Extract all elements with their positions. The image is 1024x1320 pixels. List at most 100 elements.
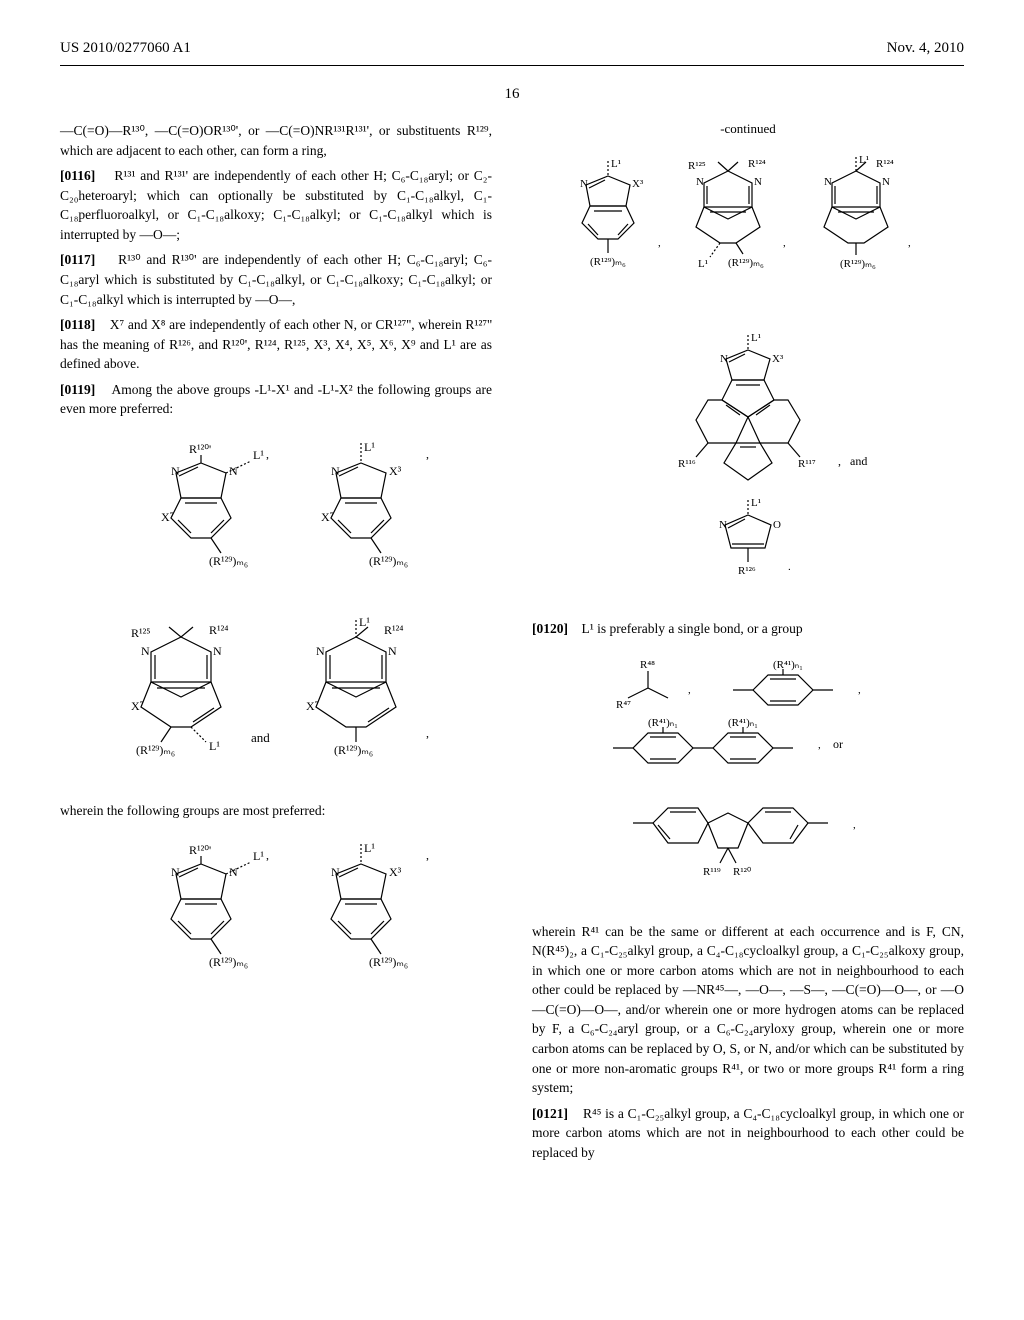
text-r41: wherein R⁴¹ can be the same or different… xyxy=(532,922,964,1098)
text-0117: R¹³⁰ and R¹³⁰' are independently of each… xyxy=(60,252,492,306)
svg-text:L¹: L¹ xyxy=(253,849,264,863)
svg-text:(R⁴¹)ₙ₁: (R⁴¹)ₙ₁ xyxy=(773,659,803,671)
svg-text:,: , xyxy=(426,447,429,461)
svg-text:,: , xyxy=(426,848,429,862)
svg-text:and: and xyxy=(850,454,867,468)
svg-text:,: , xyxy=(658,237,661,249)
svg-text:R¹²⁴: R¹²⁴ xyxy=(748,158,766,170)
svg-text:L¹: L¹ xyxy=(364,841,375,855)
svg-text:N: N xyxy=(696,176,704,188)
svg-text:X⁷: X⁷ xyxy=(131,699,144,713)
svg-text:N: N xyxy=(720,353,728,365)
svg-text:(R¹²⁹)ₘ₆: (R¹²⁹)ₘ₆ xyxy=(590,256,626,268)
text-0116: R¹³¹ and R¹³¹' are independently of each… xyxy=(60,168,492,242)
chem-structure-icon: N N R¹²⁵ R¹²⁴ X⁷ (R¹²⁹)ₘ₆ xyxy=(106,612,446,782)
header-divider xyxy=(60,65,964,66)
svg-text:,: , xyxy=(426,726,429,740)
svg-text:X⁷: X⁷ xyxy=(306,699,319,713)
svg-text:R⁴⁸: R⁴⁸ xyxy=(640,659,655,671)
svg-text:N: N xyxy=(754,176,762,188)
svg-text:N: N xyxy=(213,644,222,658)
text-0119: Among the above groups -L¹-X¹ and -L¹-X²… xyxy=(60,382,492,417)
svg-text:N: N xyxy=(882,176,890,188)
svg-text:N: N xyxy=(171,865,180,879)
svg-text:R¹²⁵: R¹²⁵ xyxy=(131,626,150,640)
svg-text:R¹¹⁶: R¹¹⁶ xyxy=(678,458,696,470)
svg-text:R¹²⁴: R¹²⁴ xyxy=(209,623,228,637)
svg-text:(R¹²⁹)ₘ₆: (R¹²⁹)ₘ₆ xyxy=(334,743,373,757)
svg-text:R¹²⁰': R¹²⁰' xyxy=(189,442,211,456)
svg-text:L¹: L¹ xyxy=(698,258,708,270)
para-0121: [0121] R⁴⁵ is a C₁-C₂₅alkyl group, a C₄-… xyxy=(532,1104,964,1163)
svg-text:N: N xyxy=(331,865,340,879)
svg-text:N: N xyxy=(171,464,180,478)
svg-text:(R¹²⁹)ₘ₆: (R¹²⁹)ₘ₆ xyxy=(840,258,876,270)
ref-0118: [0118] xyxy=(60,317,95,332)
svg-text:L¹: L¹ xyxy=(611,158,621,170)
svg-text:and: and xyxy=(251,730,270,745)
svg-text:R¹²⁴: R¹²⁴ xyxy=(384,623,403,637)
para-0119: [0119] Among the above groups -L¹-X¹ and… xyxy=(60,380,492,419)
continued-label: -continued xyxy=(532,121,964,137)
svg-text:R¹²⁰': R¹²⁰' xyxy=(189,843,211,857)
svg-text:L¹: L¹ xyxy=(209,739,220,753)
svg-text:X³: X³ xyxy=(772,353,784,365)
ref-0117: [0117] xyxy=(60,252,95,267)
chem-figure-6: R⁴⁸ R⁴⁷ , (R⁴¹)ₙ₁ , xyxy=(532,653,964,908)
page-number: 16 xyxy=(60,86,964,103)
svg-text:X⁷: X⁷ xyxy=(161,510,174,524)
left-column: —C(=O)—R¹³⁰, —C(=O)OR¹³⁰', or —C(=O)NR¹³… xyxy=(60,121,492,1168)
svg-text:(R¹²⁹)ₘ₆: (R¹²⁹)ₘ₆ xyxy=(728,257,764,269)
page-header: US 2010/0277060 A1 Nov. 4, 2010 xyxy=(60,40,964,57)
svg-text:,: , xyxy=(858,684,861,696)
svg-text:(R¹²⁹)ₘ₆: (R¹²⁹)ₘ₆ xyxy=(136,743,175,757)
svg-text:R⁴⁷: R⁴⁷ xyxy=(616,699,631,711)
svg-text:(R¹²⁹)ₘ₆: (R¹²⁹)ₘ₆ xyxy=(209,955,248,969)
svg-text:,: , xyxy=(266,848,269,862)
text-0120: L¹ is preferably a single bond, or a gro… xyxy=(582,621,803,636)
ref-0121: [0121] xyxy=(532,1106,568,1121)
svg-text:(R¹²⁹)ₘ₆: (R¹²⁹)ₘ₆ xyxy=(209,554,248,568)
svg-text:N: N xyxy=(141,644,150,658)
text-0118: X⁷ and X⁸ are independently of each othe… xyxy=(60,317,492,371)
chem-figure-3: N N L¹ R¹²⁰' (R¹²⁹)ₘ₆ xyxy=(60,834,492,989)
chem-figure-2: N N R¹²⁵ R¹²⁴ X⁷ (R¹²⁹)ₘ₆ xyxy=(60,612,492,787)
para-0117: [0117] R¹³⁰ and R¹³⁰' are independently … xyxy=(60,250,492,309)
svg-text:N: N xyxy=(388,644,397,658)
two-column-layout: —C(=O)—R¹³⁰, —C(=O)OR¹³⁰', or —C(=O)NR¹³… xyxy=(60,121,964,1168)
svg-text:L¹: L¹ xyxy=(359,615,370,629)
svg-text:O: O xyxy=(773,519,781,531)
svg-text:or: or xyxy=(833,737,843,751)
svg-text:N: N xyxy=(331,464,340,478)
svg-text:R¹²⁶: R¹²⁶ xyxy=(738,565,756,577)
para-intro: —C(=O)—R¹³⁰, —C(=O)OR¹³⁰', or —C(=O)NR¹³… xyxy=(60,121,492,160)
chem-structure-icon: L¹ N X³ xyxy=(598,330,898,600)
svg-text:X³: X³ xyxy=(389,865,402,879)
svg-text:L¹: L¹ xyxy=(253,448,264,462)
svg-text:L¹: L¹ xyxy=(364,440,375,454)
svg-text:X³: X³ xyxy=(632,178,644,190)
chem-figure-4: L¹ N X³ (R¹²⁹)ₘ₆ , xyxy=(532,151,964,316)
ref-0116: [0116] xyxy=(60,168,95,183)
chem-figure-1: N N L¹ R¹²⁰' xyxy=(60,433,492,598)
publication-number: US 2010/0277060 A1 xyxy=(60,40,191,57)
para-0118: [0118] X⁷ and X⁸ are independently of ea… xyxy=(60,315,492,374)
text-0121: R⁴⁵ is a C₁-C₂₅alkyl group, a C₄-C₁₈cycl… xyxy=(532,1106,964,1160)
ref-0119: [0119] xyxy=(60,382,95,397)
chem-structure-icon: L¹ N X³ (R¹²⁹)ₘ₆ , xyxy=(558,151,938,311)
svg-text:R¹²⁰: R¹²⁰ xyxy=(733,866,752,878)
svg-text:N: N xyxy=(719,519,727,531)
svg-text:.: . xyxy=(788,561,791,573)
svg-text:R¹¹⁷: R¹¹⁷ xyxy=(798,458,816,470)
svg-text:,: , xyxy=(908,237,911,249)
svg-text:(R¹²⁹)ₘ₆: (R¹²⁹)ₘ₆ xyxy=(369,554,408,568)
caption-most-preferred: wherein the following groups are most pr… xyxy=(60,801,492,821)
svg-text:X³: X³ xyxy=(389,464,402,478)
svg-text:,: , xyxy=(838,454,841,468)
chem-figure-5: L¹ N X³ xyxy=(532,330,964,605)
svg-text:,: , xyxy=(688,684,691,696)
svg-text:L¹: L¹ xyxy=(751,332,761,344)
chem-structure-icon: N N L¹ R¹²⁰' xyxy=(111,433,441,593)
right-column: -continued L¹ N X³ xyxy=(532,121,964,1168)
svg-text:(R¹²⁹)ₘ₆: (R¹²⁹)ₘ₆ xyxy=(369,955,408,969)
